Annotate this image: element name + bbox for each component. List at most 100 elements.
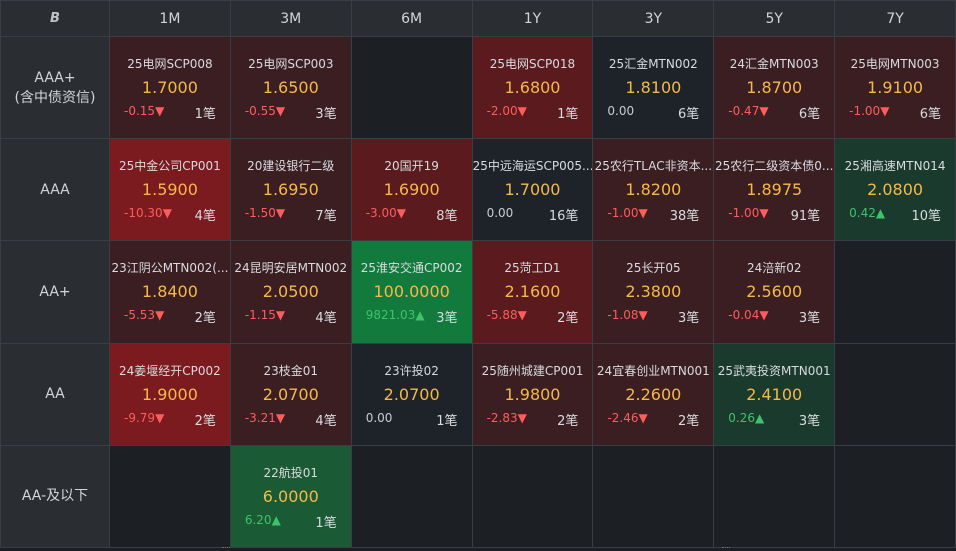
row-label: AAA (1, 139, 109, 241)
bond-cell[interactable]: 24姜堰经开CP002 1.9000 -9.79▼ 2笔 (110, 343, 230, 445)
arrow-down-icon: ▼ (155, 104, 165, 118)
bond-name: 20建设银行二级 (247, 159, 335, 174)
bond-cell[interactable]: 23枝金01 2.0700 -3.21▼ 4笔 (230, 343, 351, 445)
column-header-5y[interactable]: 5Y (714, 1, 835, 36)
yield-change: 6.20▲ (245, 513, 281, 527)
bond-cell[interactable]: 25武夷投资MTN001 2.4100 0.26▲ 3笔 (714, 343, 835, 445)
trade-count: 8笔 (436, 209, 458, 225)
change-value: 0.00 (365, 410, 393, 425)
bond-cell[interactable]: 23江阴公MTN002(... 1.8400 -5.53▼ 2笔 (110, 241, 230, 343)
trade-count: 2笔 (557, 311, 579, 327)
change-value: -1.00 (728, 206, 760, 221)
bond-yield: 2.5600 (746, 282, 803, 302)
bond-yield: 1.9800 (504, 384, 561, 404)
bond-name: 25随州城建CP001 (481, 363, 584, 378)
arrow-up-icon: ▲ (875, 206, 886, 221)
yield-change: -0.47▼ (728, 104, 768, 118)
change-value: -10.30 (124, 206, 163, 221)
change-value: 0.00 (607, 104, 635, 118)
empty-cell (351, 37, 472, 139)
column-header-1m[interactable]: 1M (110, 1, 230, 36)
bond-cell[interactable]: 25电网SCP003 1.6500 -0.55▼ 3笔 (230, 37, 351, 139)
column-header-6m[interactable]: 6M (351, 1, 472, 36)
yield-change: -2.83▼ (487, 411, 527, 425)
bond-cell[interactable]: 24宜春创业MTN001 2.2600 -2.46▼ 2笔 (593, 343, 714, 445)
bond-cell[interactable]: 24汇金MTN003 1.8700 -0.47▼ 6笔 (714, 37, 835, 139)
empty-cell (110, 445, 230, 547)
trade-count: 1笔 (194, 107, 216, 122)
bond-yield: 1.6950 (262, 180, 319, 200)
bond-cell[interactable]: 25湘高速MTN014 2.0800 0.42▲ 10笔 (835, 139, 955, 241)
bond-cell[interactable]: 25电网MTN003 1.9100 -1.00▼ 6笔 (835, 37, 955, 139)
bond-cell[interactable]: 24涪新02 2.5600 -0.04▼ 3笔 (714, 241, 835, 343)
yield-change: -1.50▼ (245, 206, 285, 220)
bond-cell[interactable]: 25农行TLAC非资本... 1.8200 -1.00▼ 38笔 (593, 139, 714, 241)
yield-change: -3.00▼ (366, 206, 406, 220)
yield-change: -2.46▼ (607, 411, 647, 425)
bond-name: 25湘高速MTN014 (844, 159, 946, 174)
bond-name: 23许投02 (384, 363, 439, 378)
column-header-7y[interactable]: 7Y (835, 1, 955, 36)
change-value: -1.15 (244, 308, 276, 323)
bond-name: 23枝金01 (263, 363, 319, 378)
bond-cell[interactable]: 20国开19 1.6900 -3.00▼ 8笔 (351, 139, 472, 241)
bond-yield: 2.0700 (383, 384, 440, 404)
trade-count: 4笔 (315, 311, 337, 327)
trade-count: 10笔 (911, 209, 941, 225)
bond-cell[interactable]: 22航投01 6.0000 6.20▲ 1笔 (230, 445, 351, 547)
bond-name: 25电网MTN003 (850, 57, 940, 71)
resize-handle[interactable] (722, 547, 730, 551)
bond-cell[interactable]: 25菏工D1 2.1600 -5.88▼ 2笔 (472, 241, 593, 343)
bond-name: 25农行TLAC非资本... (594, 159, 713, 174)
resize-handle[interactable] (222, 547, 230, 551)
bond-name: 25淮安交通CP002 (360, 261, 463, 276)
arrow-down-icon: ▼ (396, 206, 406, 221)
bond-cell[interactable]: 25长开05 2.3800 -1.08▼ 3笔 (593, 241, 714, 343)
trade-count: 38笔 (669, 209, 700, 225)
trade-count: 6笔 (798, 107, 821, 122)
change-value: -1.50 (244, 206, 276, 221)
bond-name: 23江阴公MTN002(... (111, 261, 229, 276)
bond-yield: 1.9000 (141, 384, 198, 404)
trade-count: 3笔 (436, 311, 458, 327)
change-value: -3.21 (244, 410, 276, 425)
arrow-down-icon: ▼ (275, 104, 286, 118)
trade-count: 2笔 (557, 413, 579, 429)
bond-cell[interactable]: 20建设银行二级 1.6950 -1.50▼ 7笔 (230, 139, 351, 241)
row-label: AA+ (1, 241, 109, 343)
change-value: -1.00 (607, 206, 639, 221)
bond-cell[interactable]: 23许投02 2.0700 0.00 1笔 (351, 343, 472, 445)
yield-change: -5.88▼ (487, 308, 527, 322)
bond-cell[interactable]: 25中金公司CP001 1.5900 -10.30▼ 4笔 (110, 139, 230, 241)
bond-cell[interactable]: 25随州城建CP001 1.9800 -2.83▼ 2笔 (472, 343, 593, 445)
row-label: AAA+ (含中债资信) (1, 37, 109, 139)
bond-cell[interactable]: 25农行二级资本债0... 1.8975 -1.00▼ 91笔 (714, 139, 835, 241)
bond-yield: 2.4100 (746, 384, 803, 404)
bond-cell[interactable]: 25电网SCP018 1.6800 -2.00▼ 1笔 (472, 37, 593, 139)
arrow-up-icon: ▲ (755, 410, 765, 425)
column-header-3y[interactable]: 3Y (593, 1, 714, 36)
change-value: -5.88 (486, 308, 518, 323)
bond-cell[interactable]: 25淮安交通CP002 100.0000 9821.03▲ 3笔 (351, 241, 472, 343)
bond-yield: 1.8700 (746, 78, 803, 97)
bond-name: 25菏工D1 (504, 261, 561, 276)
column-header-1y[interactable]: 1Y (472, 1, 593, 36)
bond-name: 25电网SCP003 (248, 57, 334, 71)
arrow-down-icon: ▼ (638, 410, 648, 425)
empty-cell (835, 343, 955, 445)
trade-count: 4笔 (315, 413, 337, 429)
trade-count: 1笔 (557, 107, 579, 122)
bond-cell[interactable]: 25中远海运SCP005... 1.7000 0.00 16笔 (472, 139, 593, 241)
bond-yield: 1.8975 (746, 180, 803, 200)
change-value: -0.15 (124, 104, 156, 118)
bond-name: 25武夷投资MTN001 (717, 363, 831, 378)
change-value: -0.04 (728, 308, 760, 323)
bond-cell[interactable]: 25电网SCP008 1.7000 -0.15▼ 1笔 (110, 37, 230, 139)
empty-cell (472, 445, 593, 547)
change-value: -1.00 (849, 104, 881, 118)
bond-cell[interactable]: 24昆明安居MTN002 2.0500 -1.15▼ 4笔 (230, 241, 351, 343)
column-header-3m[interactable]: 3M (230, 1, 351, 36)
trade-count: 1笔 (315, 515, 337, 531)
bond-cell[interactable]: 25汇金MTN002 1.8100 0.00 6笔 (593, 37, 714, 139)
